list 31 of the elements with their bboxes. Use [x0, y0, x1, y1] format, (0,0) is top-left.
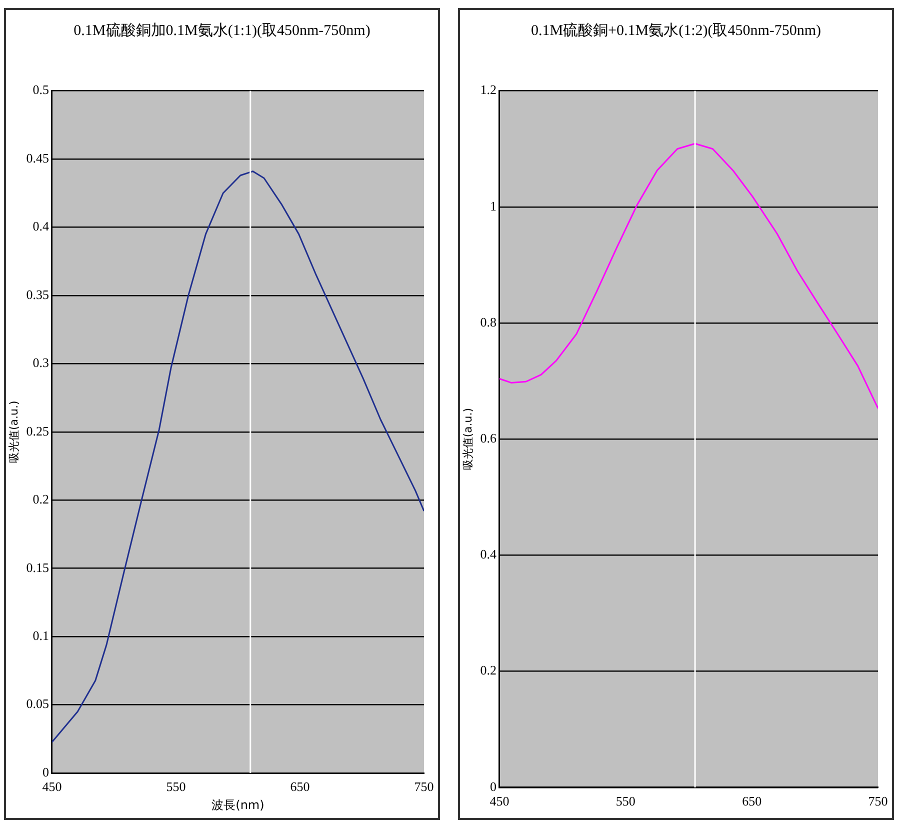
x-tick-label: 650 [742, 794, 762, 809]
y-tick-label: 0.35 [26, 286, 49, 302]
y-tick-label: 0.4 [480, 546, 497, 562]
x-tick-label: 550 [616, 794, 636, 809]
y-axis-title: 吸光值(a.u.) [461, 408, 474, 470]
x-tick-label: 450 [42, 779, 62, 794]
y-tick-label: 0.2 [480, 662, 496, 678]
y-tick-label: 0.1 [32, 628, 49, 643]
x-tick-label: 550 [166, 779, 186, 794]
y-tick-label: 0.15 [26, 560, 49, 575]
x-tick-label: 650 [290, 779, 310, 794]
y-tick-label: 0.3 [32, 355, 49, 370]
y-axis-title: 吸光值(a.u.) [7, 400, 20, 464]
y-tick-label: 0.5 [32, 82, 49, 98]
y-tick-label: 0.8 [480, 314, 496, 330]
x-tick-label: 750 [868, 794, 888, 809]
y-tick-label: 0 [42, 764, 49, 780]
y-tick-label: 0.25 [26, 423, 49, 438]
y-tick-label: 0.05 [26, 696, 49, 712]
chart-title: 0.1M硫酸銅加0.1M氨水(1:1)(取450nm-750nm) [72, 22, 372, 41]
x-tick-label: 750 [414, 779, 434, 794]
y-tick-label: 0.45 [26, 150, 49, 166]
x-axis-title: 波長(nm) [212, 798, 264, 812]
y-tick-label: 0.4 [32, 218, 50, 234]
y-tick-label: 1 [490, 198, 496, 214]
y-tick-label: 0 [490, 778, 496, 794]
y-tick-label: 1.2 [480, 82, 496, 98]
x-tick-label: 450 [490, 794, 510, 809]
chart-title: 0.1M硫酸銅+0.1M氨水(1:2)(取450nm-750nm) [530, 22, 822, 41]
y-tick-label: 0.2 [32, 492, 49, 507]
y-tick-label: 0.6 [480, 430, 497, 446]
